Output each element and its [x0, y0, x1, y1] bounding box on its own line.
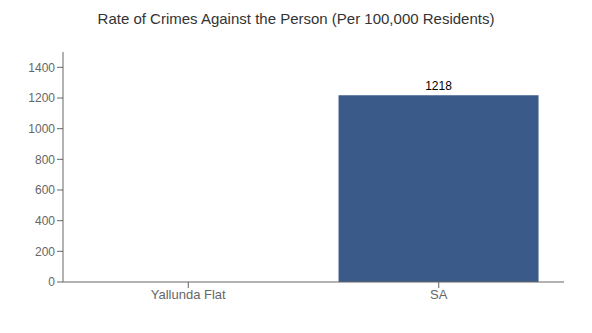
svg-text:200: 200	[35, 245, 55, 259]
svg-text:1200: 1200	[28, 91, 55, 105]
html-text:Rate of Crimes Against the Per: Rate of Crimes Against the Person (Per 1…	[97, 10, 495, 27]
svg-text:0: 0	[48, 275, 55, 289]
svg-text:600: 600	[35, 183, 55, 197]
svg-text:1400: 1400	[28, 61, 55, 75]
svg-text:SA: SA	[430, 287, 448, 302]
svg-text:1218: 1218	[425, 79, 452, 93]
svg-text:400: 400	[35, 214, 55, 228]
svg-text:800: 800	[35, 153, 55, 167]
svg-text:Yallunda Flat: Yallunda Flat	[151, 287, 226, 302]
svg-text:1000: 1000	[28, 122, 55, 136]
